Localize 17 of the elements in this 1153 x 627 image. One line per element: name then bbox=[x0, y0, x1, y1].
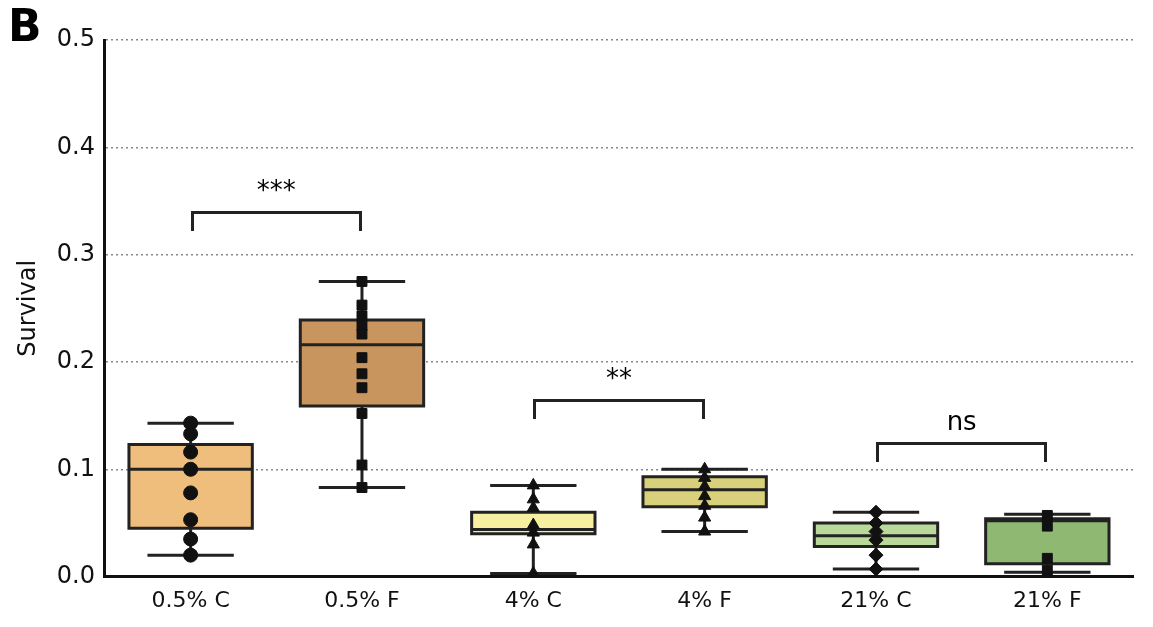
chart-title: B bbox=[8, 0, 42, 51]
annotation: ns bbox=[946, 406, 977, 437]
y-tick-label: 0.0 bbox=[56, 560, 95, 589]
y-tick-label: 0.2 bbox=[56, 346, 95, 375]
x-tick-label: 21% C bbox=[840, 586, 912, 612]
y-tick-label: 0.4 bbox=[56, 131, 95, 160]
x-tick-label: 4% C bbox=[504, 586, 562, 612]
x-tick-label: 21% F bbox=[1013, 586, 1082, 612]
y-tick-label: 0.3 bbox=[56, 238, 95, 267]
y-tick-label: 0.1 bbox=[56, 453, 95, 482]
y-tick-label: 0.5 bbox=[56, 24, 95, 53]
x-tick-label: 4% F bbox=[677, 586, 732, 612]
x-tick-label: 0.5% C bbox=[151, 586, 230, 612]
annotation: *** bbox=[256, 175, 296, 206]
x-tick-label: 0.5% F bbox=[324, 586, 400, 612]
annotation: ** bbox=[605, 363, 632, 394]
y-axis-title: Survival bbox=[12, 259, 41, 357]
